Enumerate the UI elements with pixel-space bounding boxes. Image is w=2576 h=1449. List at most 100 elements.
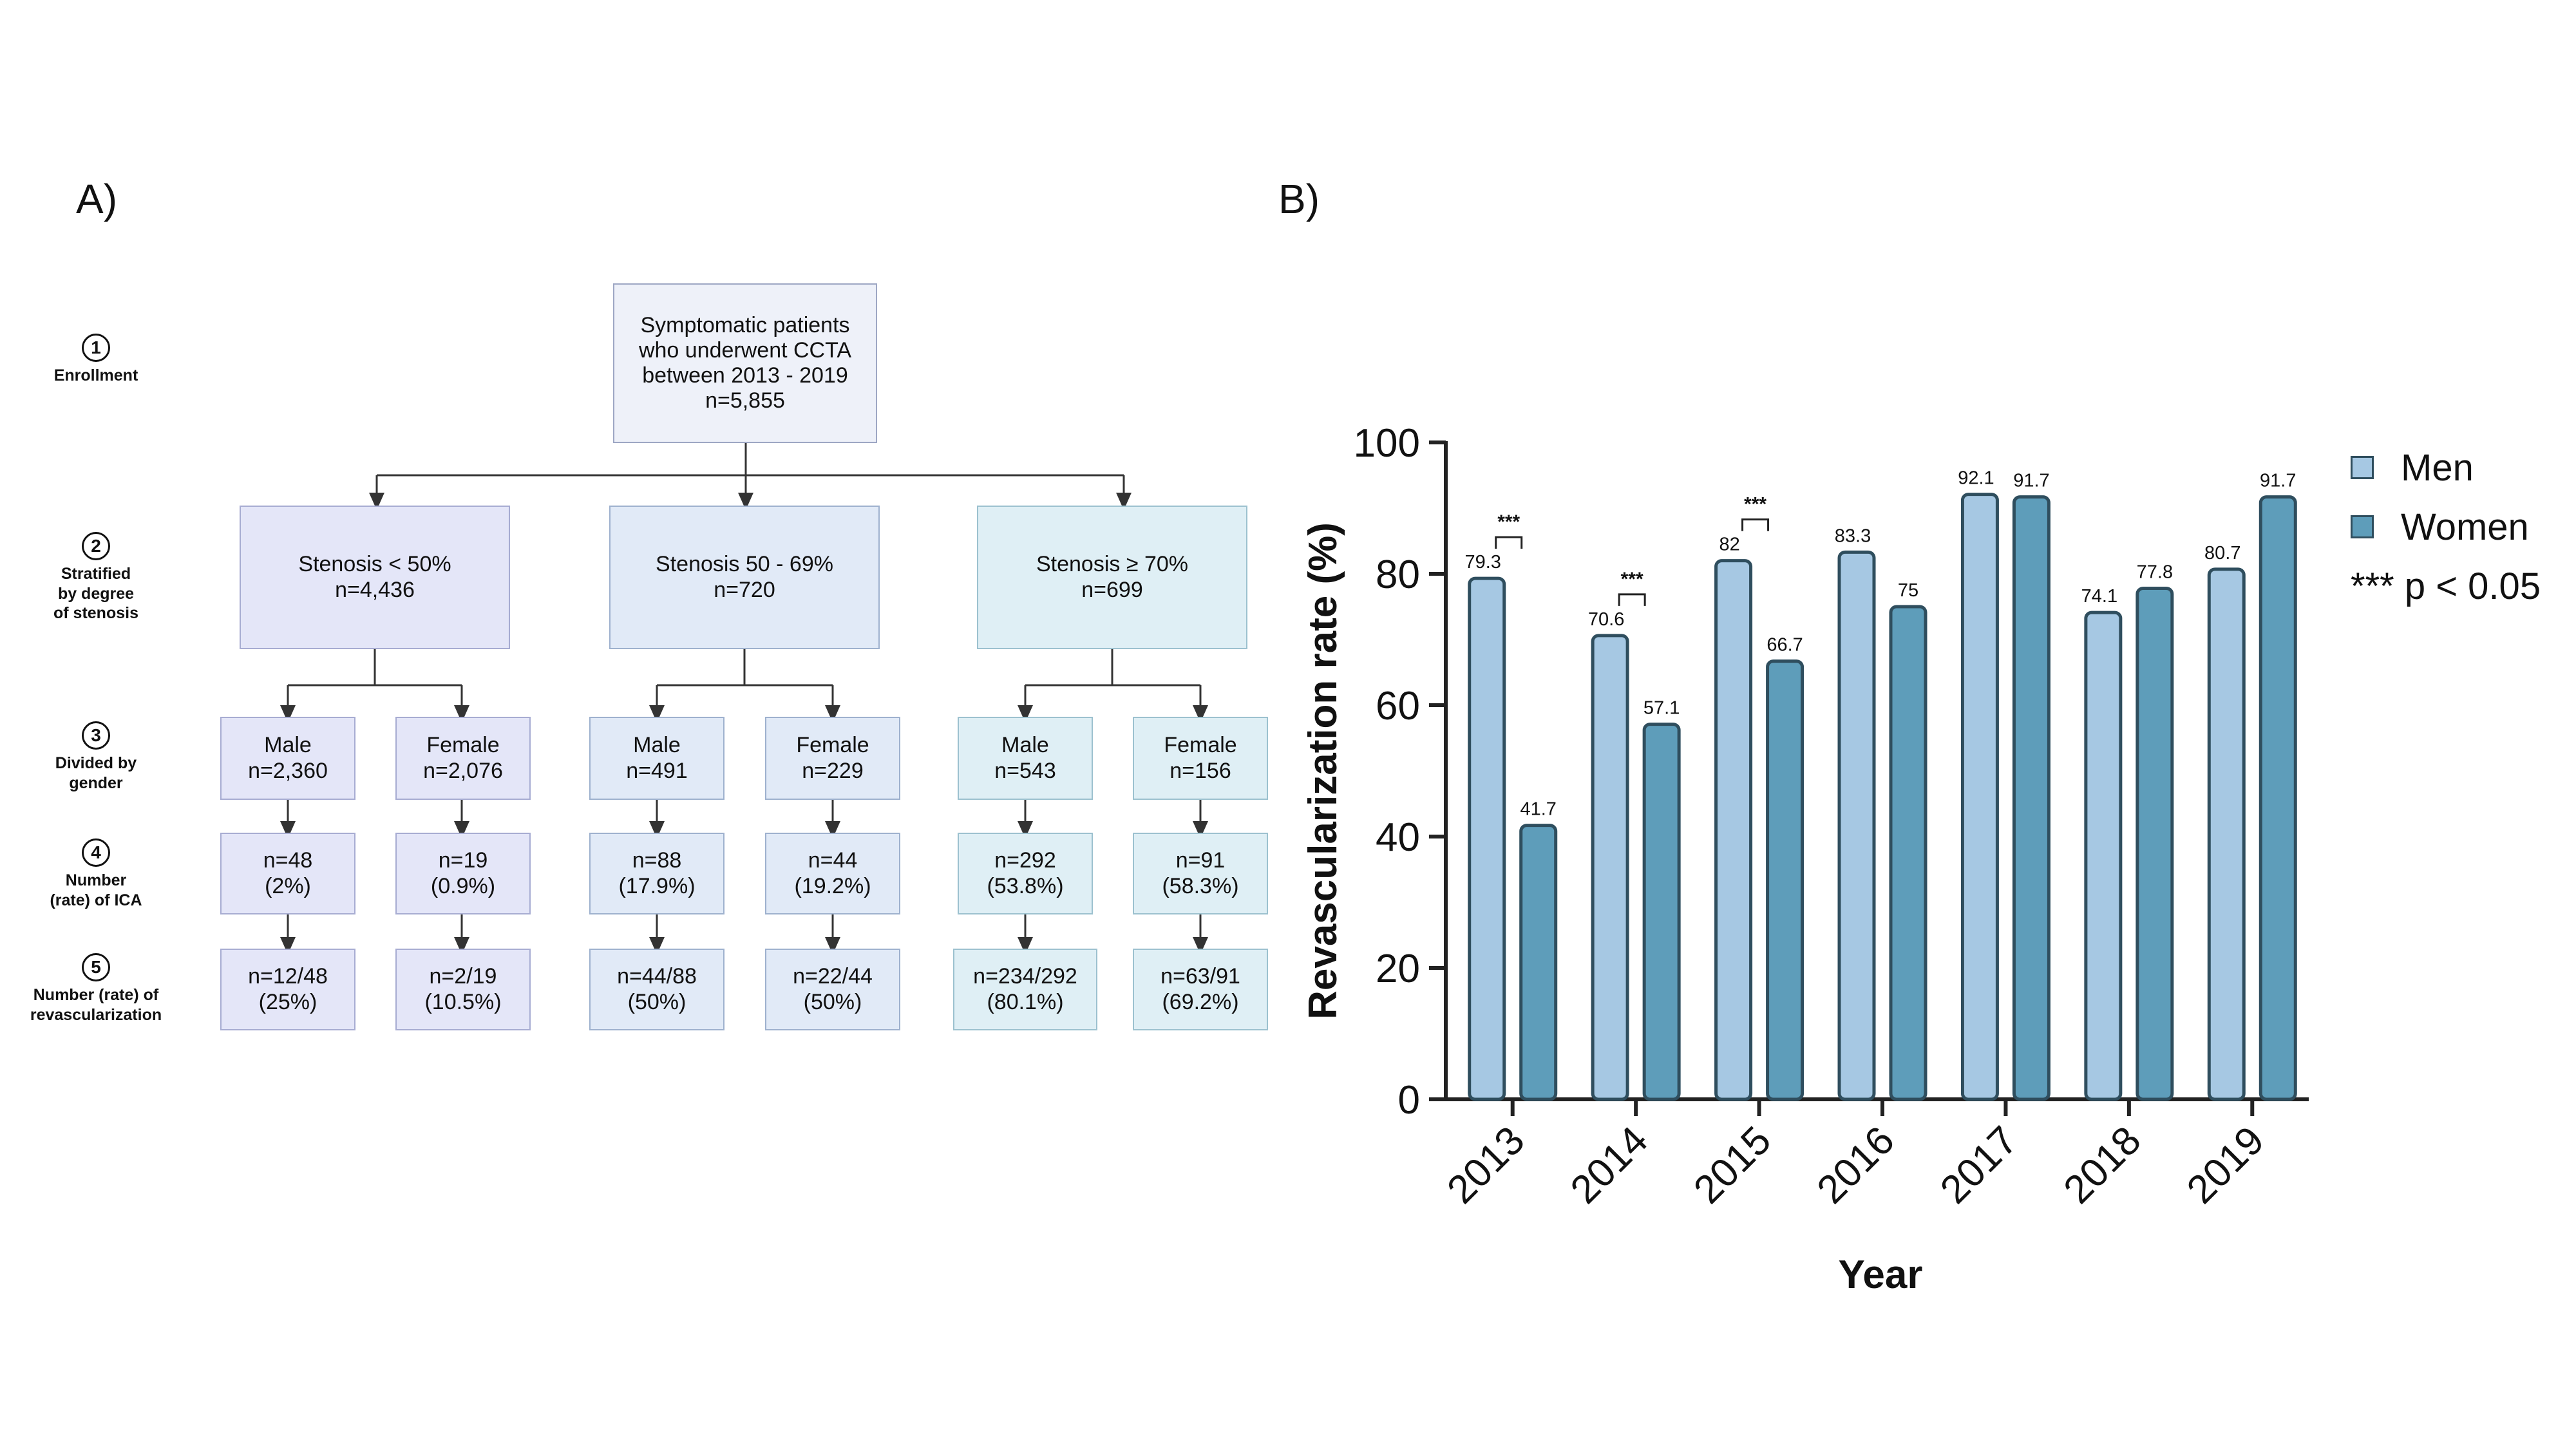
gender-label: Female bbox=[426, 733, 500, 758]
data-label-women-2018: 77.8 bbox=[2137, 562, 2173, 582]
legend-item-men: Men bbox=[2351, 438, 2541, 497]
enrollment-box: Symptomatic patients who underwent CCTA … bbox=[613, 283, 877, 443]
stenosis-title: Stenosis ≥ 70% bbox=[1036, 552, 1188, 577]
gender-count: n=229 bbox=[802, 758, 864, 783]
rev-count: n=63/91 bbox=[1160, 964, 1240, 989]
significance-mark-2013: *** bbox=[1497, 511, 1520, 533]
rev-rate: (10.5%) bbox=[424, 989, 502, 1014]
stage-gender: 3 Divided by gender bbox=[19, 721, 173, 793]
stenosis-title: Stenosis 50 - 69% bbox=[656, 552, 833, 577]
ica-rate: (17.9%) bbox=[618, 873, 696, 898]
significance-bracket-2014 bbox=[1618, 593, 1646, 606]
panel-b-label: B) bbox=[1278, 176, 1320, 222]
gender-count: n=543 bbox=[994, 758, 1056, 783]
ica-rate: (0.9%) bbox=[430, 873, 496, 898]
significance-bracket-2015 bbox=[1741, 518, 1770, 531]
stage-label: Stratified by degree of stenosis bbox=[53, 565, 138, 622]
stenosis-lt50-box: Stenosis < 50% n=4,436 bbox=[240, 506, 510, 649]
stenosis-count: n=699 bbox=[1081, 577, 1143, 602]
rev-count: n=44/88 bbox=[617, 964, 697, 989]
significance-mark-2014: *** bbox=[1621, 569, 1643, 590]
stage-stratified: 2 Stratified by degree of stenosis bbox=[19, 532, 173, 623]
rev-rate: (50%) bbox=[803, 989, 862, 1014]
rev-female-50-69-box: n=22/44 (50%) bbox=[765, 949, 900, 1030]
data-label-men-2013: 79.3 bbox=[1464, 552, 1501, 573]
rev-count: n=234/292 bbox=[973, 964, 1077, 989]
ica-female-ge70-box: n=91 (58.3%) bbox=[1133, 833, 1268, 914]
rev-male-ge70-box: n=234/292 (80.1%) bbox=[953, 949, 1097, 1030]
stage-label: Number (rate) of revascularization bbox=[30, 986, 162, 1024]
gender-label: Male bbox=[1001, 733, 1049, 758]
stage-number: 3 bbox=[82, 721, 110, 750]
enrollment-count: n=5,855 bbox=[705, 388, 785, 413]
rev-rate: (50%) bbox=[627, 989, 687, 1014]
bar-women-2019 bbox=[2259, 495, 2297, 1101]
gender-count: n=156 bbox=[1170, 758, 1231, 783]
rev-female-lt50-box: n=2/19 (10.5%) bbox=[395, 949, 531, 1030]
rev-male-50-69-box: n=44/88 (50%) bbox=[589, 949, 724, 1030]
bar-women-2013 bbox=[1519, 824, 1558, 1101]
ica-count: n=44 bbox=[808, 848, 858, 873]
ica-male-50-69-box: n=88 (17.9%) bbox=[589, 833, 724, 914]
rev-male-lt50-box: n=12/48 (25%) bbox=[220, 949, 355, 1030]
gender-count: n=2,076 bbox=[423, 758, 503, 783]
ica-male-ge70-box: n=292 (53.8%) bbox=[958, 833, 1093, 914]
ica-rate: (58.3%) bbox=[1162, 873, 1239, 898]
stage-revascularization: 5 Number (rate) of revascularization bbox=[19, 953, 173, 1025]
enrollment-line: who underwent CCTA bbox=[638, 337, 852, 363]
ica-count: n=48 bbox=[263, 848, 313, 873]
ica-female-lt50-box: n=19 (0.9%) bbox=[395, 833, 531, 914]
data-label-men-2017: 92.1 bbox=[1958, 468, 1994, 489]
rev-rate: (80.1%) bbox=[987, 989, 1064, 1014]
x-tick-label: 2017 bbox=[1932, 1118, 2026, 1212]
bar-women-2018 bbox=[2136, 586, 2174, 1101]
ica-rate: (19.2%) bbox=[794, 873, 871, 898]
data-label-women-2017: 91.7 bbox=[2013, 471, 2049, 491]
ica-count: n=91 bbox=[1175, 848, 1226, 873]
data-label-women-2013: 41.7 bbox=[1520, 799, 1556, 820]
y-tick-label: 0 bbox=[1398, 1078, 1420, 1122]
bar-men-2018 bbox=[2084, 611, 2123, 1101]
panel-a-label: A) bbox=[76, 176, 117, 222]
x-axis-label: Year bbox=[1838, 1253, 1922, 1297]
ica-rate: (53.8%) bbox=[987, 873, 1064, 898]
male-lt50-box: Male n=2,360 bbox=[220, 717, 355, 800]
rev-count: n=22/44 bbox=[793, 964, 873, 989]
x-tick-label: 2019 bbox=[2179, 1118, 2273, 1212]
significance-bracket-2013 bbox=[1495, 536, 1523, 549]
bar-men-2015 bbox=[1714, 559, 1753, 1101]
stage-ica: 4 Number (rate) of ICA bbox=[19, 838, 173, 910]
stage-label: Divided by gender bbox=[55, 754, 137, 792]
stage-number: 1 bbox=[82, 334, 110, 362]
y-tick-label: 40 bbox=[1376, 815, 1420, 860]
bar-men-2017 bbox=[1960, 493, 1999, 1101]
y-tick-label: 60 bbox=[1376, 684, 1420, 728]
enrollment-line: Symptomatic patients bbox=[640, 312, 850, 337]
gender-count: n=2,360 bbox=[248, 758, 328, 783]
legend-label-women: Women bbox=[2401, 506, 2529, 548]
data-label-men-2019: 80.7 bbox=[2204, 543, 2240, 564]
significance-note: *** p < 0.05 bbox=[2351, 565, 2541, 607]
y-tick-label: 100 bbox=[1354, 421, 1420, 466]
stenosis-50-69-box: Stenosis 50 - 69% n=720 bbox=[609, 506, 880, 649]
gender-label: Male bbox=[264, 733, 312, 758]
ica-rate: (2%) bbox=[265, 873, 311, 898]
data-label-men-2018: 74.1 bbox=[2081, 586, 2117, 607]
stenosis-count: n=4,436 bbox=[335, 577, 415, 602]
data-label-women-2016: 75 bbox=[1898, 580, 1918, 601]
gender-count: n=491 bbox=[626, 758, 688, 783]
male-ge70-box: Male n=543 bbox=[958, 717, 1093, 800]
data-label-women-2015: 66.7 bbox=[1766, 635, 1803, 656]
male-50-69-box: Male n=491 bbox=[589, 717, 724, 800]
rev-rate: (25%) bbox=[258, 989, 317, 1014]
data-label-men-2016: 83.3 bbox=[1835, 526, 1871, 546]
gender-label: Male bbox=[633, 733, 681, 758]
stage-number: 2 bbox=[82, 532, 110, 560]
female-50-69-box: Female n=229 bbox=[765, 717, 900, 800]
chart-legend: Men Women *** p < 0.05 bbox=[2351, 438, 2541, 616]
stenosis-ge70-box: Stenosis ≥ 70% n=699 bbox=[977, 506, 1247, 649]
flowchart-connectors bbox=[280, 443, 1208, 954]
y-tick-label: 20 bbox=[1376, 947, 1420, 991]
